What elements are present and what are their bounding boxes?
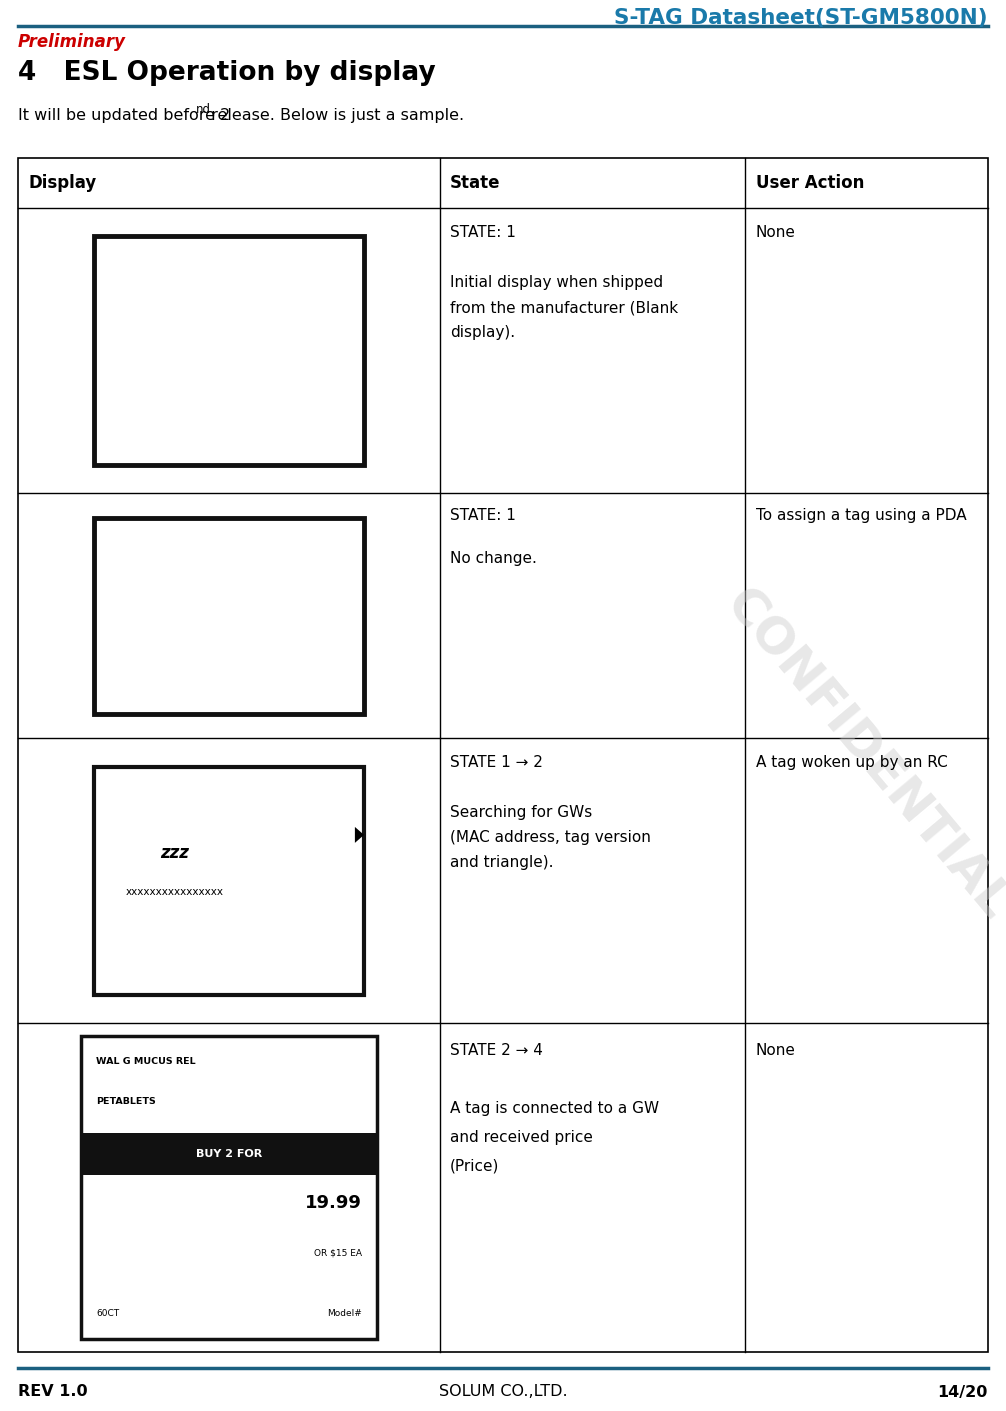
Polygon shape [355,827,364,842]
Text: BUY 2 FOR: BUY 2 FOR [196,1149,263,1160]
Text: display).: display). [450,326,515,340]
Text: A tag woken up by an RC: A tag woken up by an RC [756,755,948,770]
Text: PETABLETS: PETABLETS [96,1096,156,1106]
Text: (MAC address, tag version: (MAC address, tag version [450,830,651,845]
Text: REV 1.0: REV 1.0 [18,1384,88,1400]
Bar [81,1133,376,1175]
Text: 19.99: 19.99 [305,1194,362,1212]
Bar [81,1036,376,1339]
Text: Display: Display [28,174,97,192]
Text: STATE 2 → 4: STATE 2 → 4 [450,1043,543,1058]
Text: CONFIDENTIAL: CONFIDENTIAL [715,580,1006,930]
Text: xxxxxxxxxxxxxxxx: xxxxxxxxxxxxxxxx [126,888,224,897]
Text: 60CT: 60CT [96,1308,119,1318]
Bar [94,237,364,464]
Text: None: None [756,226,796,240]
Text: User Action: User Action [756,174,864,192]
Text: 14/20: 14/20 [938,1384,988,1400]
Text: WAL G MUCUS REL: WAL G MUCUS REL [96,1057,196,1067]
Text: It will be updated before 2: It will be updated before 2 [18,109,230,123]
Text: 4   ESL Operation by display: 4 ESL Operation by display [18,61,436,86]
Text: nd: nd [196,103,211,116]
Text: STATE: 1: STATE: 1 [450,226,516,240]
Bar [94,766,364,995]
Text: No change.: No change. [450,550,537,566]
Text: STATE 1 → 2: STATE 1 → 2 [450,755,543,770]
Text: Initial display when shipped: Initial display when shipped [450,275,663,291]
Text: SOLUM CO.,LTD.: SOLUM CO.,LTD. [439,1384,567,1400]
Text: (Price): (Price) [450,1158,499,1174]
Text: zzz: zzz [161,844,189,862]
Text: Preliminary: Preliminary [18,32,126,51]
Text: OR $15 EA: OR $15 EA [314,1249,362,1257]
Text: release. Below is just a sample.: release. Below is just a sample. [206,109,464,123]
Text: S-TAG Datasheet(ST-GM5800N): S-TAG Datasheet(ST-GM5800N) [615,8,988,28]
Text: To assign a tag using a PDA: To assign a tag using a PDA [756,508,966,522]
Text: None: None [756,1043,796,1058]
Text: Model#: Model# [327,1308,362,1318]
Text: STATE: 1: STATE: 1 [450,508,516,522]
Bar [94,518,364,714]
Text: and received price: and received price [450,1130,593,1144]
Text: A tag is connected to a GW: A tag is connected to a GW [450,1101,659,1116]
Text: and triangle).: and triangle). [450,855,553,871]
Bar [18,158,988,1352]
Text: from the manufacturer (Blank: from the manufacturer (Blank [450,301,678,315]
Text: State: State [450,174,500,192]
Text: Searching for GWs: Searching for GWs [450,806,593,820]
